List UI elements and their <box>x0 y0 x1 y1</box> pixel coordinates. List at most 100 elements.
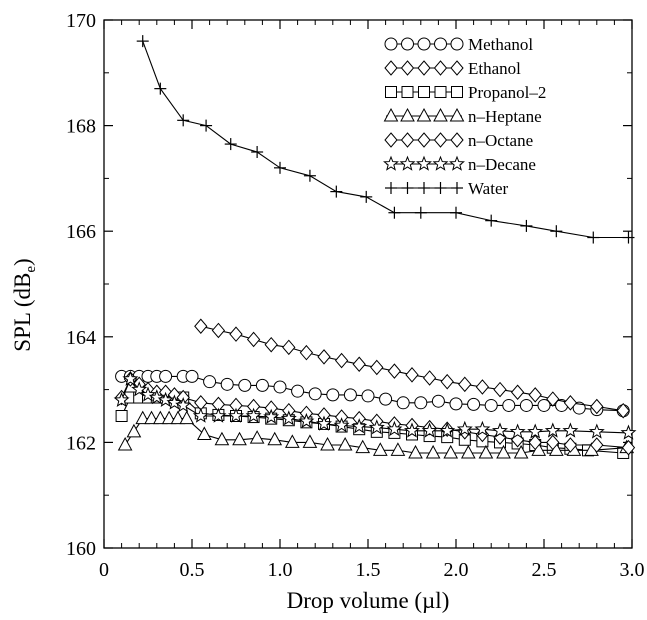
series-ethanol <box>194 318 630 419</box>
data-point-n-decane <box>368 419 385 435</box>
data-point-n-decane <box>509 423 526 439</box>
data-point-n-heptane <box>320 436 335 451</box>
data-point-methanol <box>159 369 173 383</box>
data-point-ethanol <box>282 339 296 356</box>
legend-marker <box>451 86 463 98</box>
y-axis-label-close: ) <box>10 258 35 266</box>
data-point-methanol <box>431 394 445 408</box>
legend-marker <box>416 155 432 171</box>
data-point-methanol <box>537 398 551 412</box>
y-axis-label-subscript: e <box>23 266 39 273</box>
y-tick-label: 164 <box>66 327 96 349</box>
legend-marker <box>449 155 465 171</box>
data-point-n-decane <box>192 407 209 423</box>
data-point-n-heptane <box>284 434 300 448</box>
series-n-octane <box>114 371 636 456</box>
data-point-methanol <box>502 398 516 412</box>
legend-label: n–Heptane <box>468 107 542 126</box>
legend-marker <box>385 182 397 194</box>
x-axis-label: Drop volume (µl) <box>287 588 450 613</box>
data-point-methanol <box>255 378 269 392</box>
data-point-water <box>330 185 343 198</box>
legend-marker <box>418 86 430 98</box>
data-point-n-heptane <box>460 444 476 459</box>
y-axis-label: SPL (dBe) <box>10 258 39 351</box>
x-tick-label: 3.0 <box>620 559 645 581</box>
data-point-n-decane <box>351 418 368 434</box>
legend-item-water: Water <box>385 179 508 198</box>
x-axis-ticks: 0 0.5 1.0 1.5 2.0 2.5 3.0 <box>99 20 645 581</box>
data-point-n-decane <box>620 424 637 440</box>
legend-marker <box>400 60 415 76</box>
data-point-water <box>251 146 264 158</box>
data-point-water <box>550 225 563 238</box>
data-point-n-heptane <box>144 410 159 425</box>
series-methanol <box>115 369 630 418</box>
legend-marker <box>416 107 432 122</box>
x-tick-label: 2.5 <box>532 559 557 581</box>
data-point-water <box>136 35 149 48</box>
legend-marker <box>417 37 431 51</box>
data-point-methanol <box>467 397 481 411</box>
data-point-n-decane <box>113 391 130 407</box>
data-point-water <box>303 169 316 182</box>
data-point-n-heptane <box>513 444 529 459</box>
y-tick-label: 168 <box>66 116 96 138</box>
legend-marker <box>434 182 447 194</box>
series-line-water <box>142 40 629 239</box>
y-tick-label: 160 <box>66 538 96 560</box>
data-point-ethanol <box>546 391 560 407</box>
y-tick-label: 166 <box>66 221 96 243</box>
data-point-n-heptane <box>408 444 423 459</box>
data-point-n-decane <box>148 389 165 405</box>
data-point-ethanol <box>510 384 525 401</box>
data-point-n-decane <box>316 415 332 431</box>
data-point-n-heptane <box>117 436 133 451</box>
legend-label: Water <box>468 179 508 198</box>
data-point-n-heptane <box>355 439 371 454</box>
data-point-n-heptane <box>152 410 168 425</box>
y-tick-label: 162 <box>66 432 96 454</box>
data-point-methanol <box>308 387 322 401</box>
data-point-methanol <box>361 389 375 403</box>
data-point-n-heptane <box>425 444 441 459</box>
data-point-n-decane <box>588 423 605 439</box>
data-point-n-decane <box>131 381 148 397</box>
data-point-n-heptane <box>249 430 265 444</box>
data-point-n-heptane <box>267 431 283 446</box>
data-point-water <box>587 231 600 244</box>
legend-marker <box>433 60 448 76</box>
legend-marker <box>383 107 399 122</box>
data-point-methanol <box>396 396 410 410</box>
data-point-n-decane <box>298 412 315 429</box>
legend-marker <box>418 182 430 194</box>
data-point-methanol <box>220 377 234 391</box>
legend-marker <box>383 155 399 171</box>
legend-item-propanol-2: Propanol–2 <box>385 83 546 102</box>
data-point-n-decane <box>140 386 156 402</box>
legend-marker <box>432 155 449 171</box>
data-point-ethanol <box>405 367 419 383</box>
data-point-n-octane <box>563 437 578 453</box>
data-point-n-heptane <box>135 410 151 425</box>
y-tick-label: 170 <box>66 10 96 32</box>
data-point-methanol <box>484 398 498 412</box>
legend-item-n-octane: n–Octane <box>384 131 533 150</box>
data-point-ethanol <box>563 395 578 411</box>
data-point-n-octane <box>590 437 604 453</box>
legend-marker <box>384 132 398 148</box>
legend-label: Propanol–2 <box>468 83 546 102</box>
data-point-water <box>224 138 237 151</box>
legend-label: n–Decane <box>468 155 536 174</box>
legend-item-n-heptane: n–Heptane <box>383 107 542 126</box>
data-point-water <box>360 190 373 203</box>
data-point-methanol <box>519 398 533 412</box>
data-point-ethanol <box>590 398 604 415</box>
data-point-n-decane <box>474 420 491 436</box>
data-point-n-decane <box>245 407 262 423</box>
data-point-n-heptane <box>161 410 177 425</box>
data-point-n-heptane <box>126 423 142 438</box>
x-tick-label: 0.5 <box>180 559 205 581</box>
data-point-n-heptane <box>179 410 195 425</box>
data-point-water <box>622 231 635 244</box>
